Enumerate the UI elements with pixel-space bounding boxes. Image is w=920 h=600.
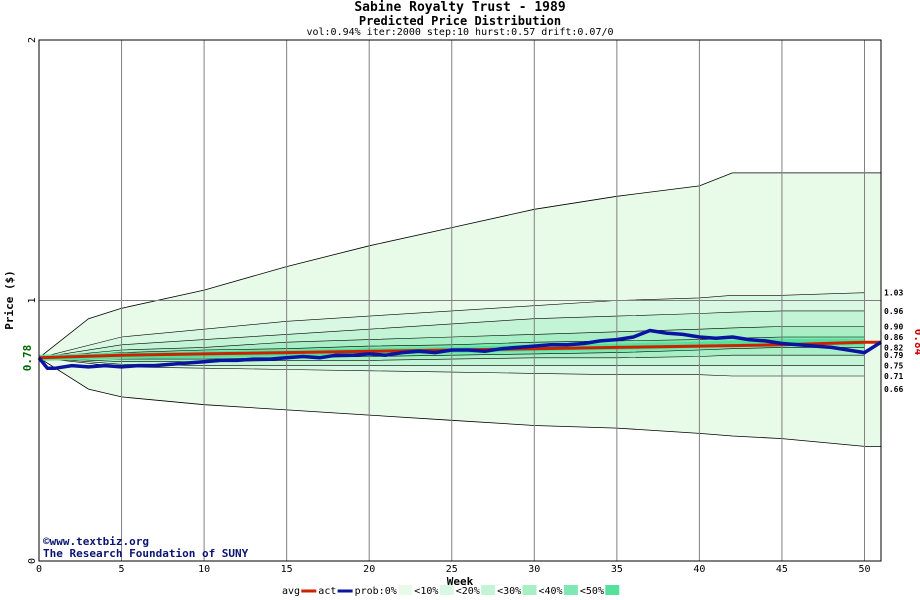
right-percentile-labels: 1.03 0.96 0.900.860.820.79 0.750.71 0.66 — [884, 289, 903, 394]
y-tick-label: 1 — [27, 297, 38, 303]
legend-avg-label: avg — [282, 586, 300, 597]
y-axis-label: Price ($) — [3, 270, 16, 330]
legend-act-label: act — [318, 586, 336, 597]
percentile-label: 0.96 — [884, 307, 903, 316]
copyright-site: ©www.textbiz.org — [43, 535, 149, 548]
x-tick-label: 50 — [858, 564, 870, 575]
x-tick-label: 45 — [776, 564, 788, 575]
end-value-label: 0.84 — [912, 329, 920, 356]
percentile-label: 0.71 — [884, 372, 903, 381]
percentile-label: 0.86 — [884, 333, 903, 342]
axis-labels: 0 5 10 15 20 25 30 35 40 45 50 0 1 2 — [27, 37, 871, 575]
legend: avg act prob:0% <10% <20% <30% <40% <50% — [282, 585, 620, 597]
legend-band-swatch — [481, 585, 496, 595]
legend-band-label: <30% — [497, 586, 521, 597]
chart-parameters: vol:0.94% iter:2000 step:10 hurst:0.57 d… — [306, 27, 614, 38]
percentile-label: 0.75 — [884, 362, 903, 371]
act-line — [37, 328, 882, 370]
legend-band-label: <20% — [456, 586, 480, 597]
y-tick-label: 0 — [27, 558, 38, 564]
legend-band-label: <10% — [414, 586, 438, 597]
legend-band-label: <40% — [539, 586, 563, 597]
legend-band-swatch — [439, 585, 454, 595]
percentile-label: 0.79 — [884, 351, 903, 360]
percentile-label: 0.82 — [884, 343, 903, 352]
legend-band-swatch — [563, 585, 578, 595]
chart-title: Sabine Royalty Trust - 1989 — [354, 0, 566, 15]
legend-band-label: <50% — [580, 586, 604, 597]
legend-band-swatch — [522, 585, 537, 595]
start-value-label: 0.78 — [21, 345, 34, 372]
x-tick-label: 35 — [611, 564, 623, 575]
legend-band-swatch — [398, 585, 413, 595]
percentile-label: 0.66 — [884, 385, 903, 394]
percentile-label: 0.90 — [884, 323, 903, 332]
x-tick-label: 15 — [281, 564, 293, 575]
series-lines — [37, 328, 882, 370]
x-tick-label: 5 — [119, 564, 125, 575]
copyright-org: The Research Foundation of SUNY — [43, 547, 249, 560]
x-tick-label: 25 — [446, 564, 458, 575]
x-tick-label: 30 — [528, 564, 540, 575]
y-tick-label: 2 — [27, 37, 38, 43]
x-tick-label: 0 — [36, 564, 42, 575]
x-tick-label: 40 — [693, 564, 705, 575]
percentile-label: 1.03 — [884, 289, 903, 298]
x-tick-label: 10 — [198, 564, 210, 575]
plot-frame — [38, 39, 882, 562]
x-axis-label: Week — [447, 575, 474, 588]
chart-subtitle: Predicted Price Distribution — [358, 14, 562, 28]
x-tick-label: 20 — [363, 564, 375, 575]
legend-prob-label: prob:0% — [355, 586, 397, 597]
legend-band-swatch — [605, 585, 620, 595]
